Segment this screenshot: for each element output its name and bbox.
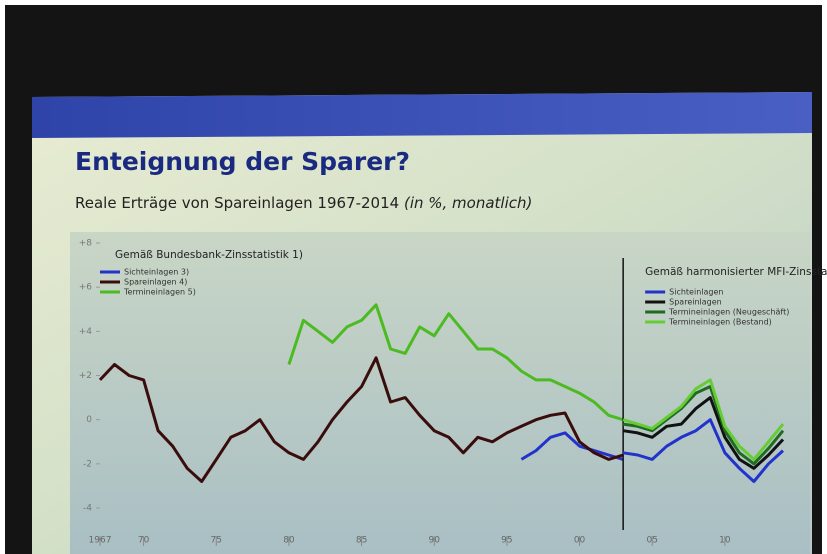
y-tick-label: +6 bbox=[79, 283, 93, 293]
x-tick-label: 70 bbox=[138, 536, 150, 546]
series-line bbox=[622, 378, 785, 461]
plot-area bbox=[70, 232, 810, 554]
series-line bbox=[622, 418, 785, 483]
legend-label: Spareinlagen 4) bbox=[124, 278, 187, 287]
x-tick-label: 90 bbox=[429, 536, 441, 546]
x-tick-label: 75 bbox=[211, 536, 222, 546]
subtitle-main: Reale Erträge von Spareinlagen 1967-2014 bbox=[75, 194, 399, 212]
series-line bbox=[287, 303, 624, 422]
x-tick-label: 10 bbox=[719, 536, 731, 546]
legend-label: Sichteinlagen bbox=[669, 288, 723, 297]
x-tick-label: 85 bbox=[356, 536, 367, 546]
series-line bbox=[520, 431, 624, 461]
legend-label: Termineinlagen (Bestand) bbox=[668, 318, 772, 327]
slide-header-bar bbox=[32, 92, 812, 138]
x-tick-label: 80 bbox=[283, 536, 295, 546]
slide-title: Enteignung der Sparer? bbox=[75, 147, 410, 176]
y-tick-label: -4 bbox=[83, 504, 92, 514]
series-line bbox=[622, 385, 785, 466]
subtitle-note: (in %, monatlich) bbox=[404, 194, 532, 212]
legend-label: Sichteinlagen 3) bbox=[124, 268, 189, 277]
panel-subtitle: Gemäß Bundesbank-Zinsstatistik 1) bbox=[115, 249, 303, 261]
y-tick-label: +4 bbox=[79, 327, 93, 337]
series-line bbox=[622, 396, 785, 470]
legend-label: Spareinlagen bbox=[669, 298, 722, 307]
slide-subtitle: Reale Erträge von Spareinlagen 1967-2014… bbox=[75, 194, 532, 212]
x-tick-label: 95 bbox=[501, 536, 512, 546]
y-tick-label: +8 bbox=[79, 239, 93, 249]
legend-label: Termineinlagen (Neugeschäft) bbox=[668, 308, 789, 317]
chart: -4 -2 0 +2 +4 +6 +8 1967 70 75 80 85 90 95 00 Gemäß Bun… bbox=[79, 239, 827, 546]
y-tick-label: -2 bbox=[83, 459, 92, 469]
y-tick-label: +2 bbox=[79, 371, 92, 381]
y-tick-label: 0 bbox=[86, 415, 92, 425]
x-tick-label: 1967 bbox=[89, 536, 112, 546]
x-tick-label: 00 bbox=[574, 536, 586, 546]
legend-label: Termineinlagen 5) bbox=[123, 288, 196, 297]
series-line bbox=[98, 356, 624, 483]
x-tick-label: 05 bbox=[646, 536, 657, 546]
panel-subtitle: Gemäß harmonisierter MFI-Zinsstatistik 2… bbox=[645, 266, 827, 278]
